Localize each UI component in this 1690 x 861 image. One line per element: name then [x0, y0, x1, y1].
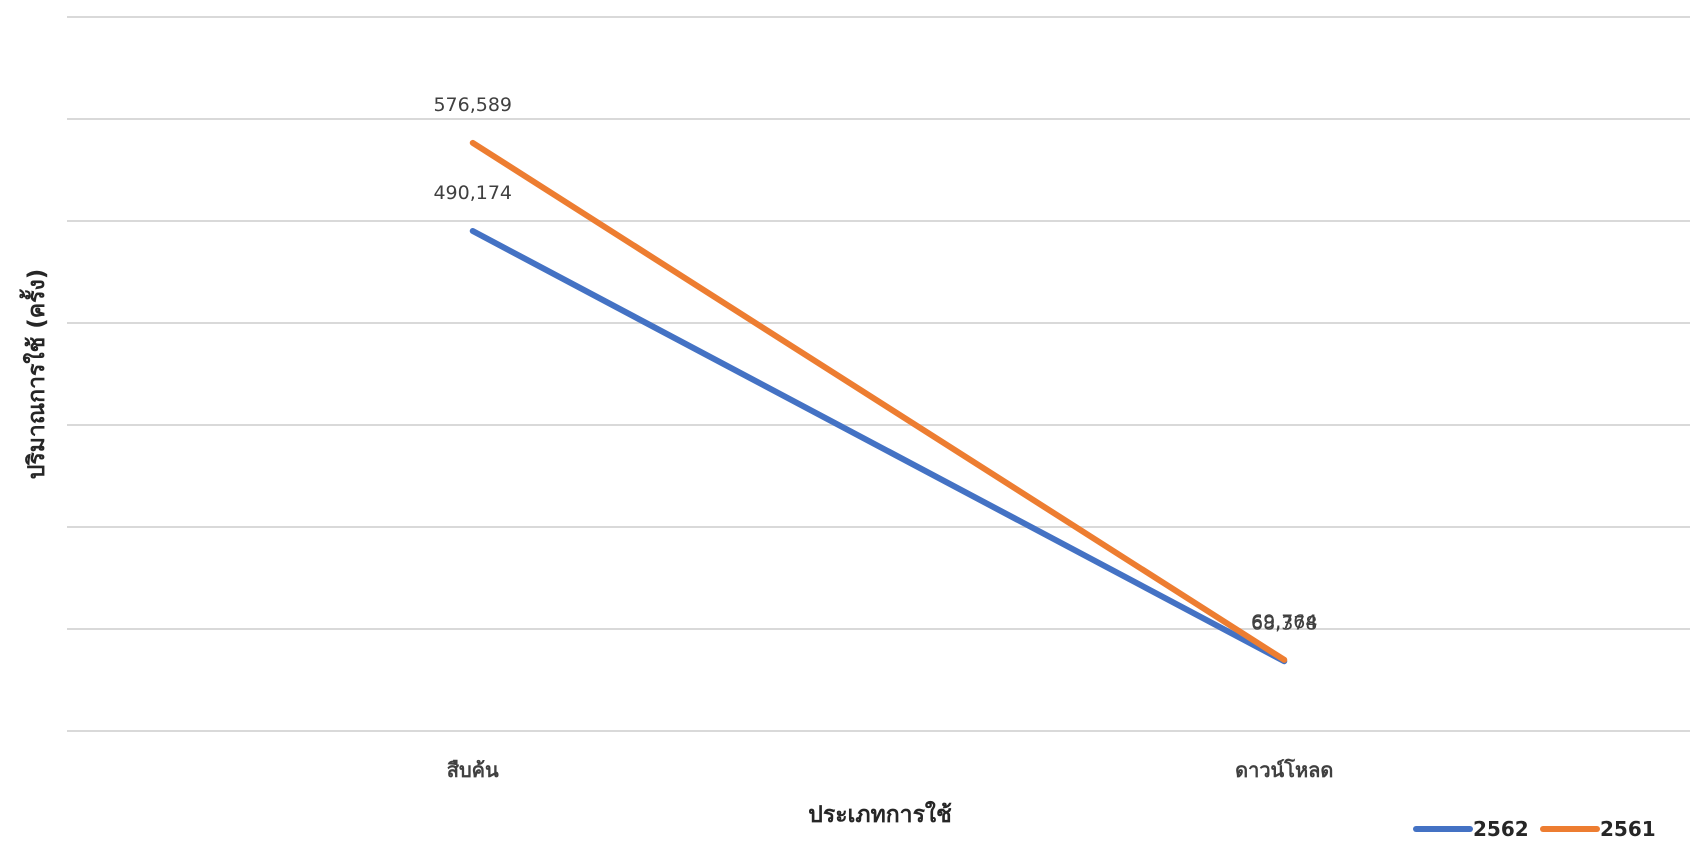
data-label: 68,378 — [1251, 612, 1317, 634]
series-line-2561 — [469, 139, 1288, 663]
x-tick-label: ดาวน์โหลด — [1235, 758, 1333, 782]
legend: 2562 2561 — [1413, 817, 1656, 841]
gridlines — [67, 16, 1690, 732]
data-label: 576,589 — [433, 94, 512, 116]
data-label: 490,174 — [433, 182, 512, 204]
legend-label: 2562 — [1473, 817, 1529, 841]
legend-label: 2561 — [1600, 817, 1656, 841]
series-line-2562 — [469, 228, 1288, 665]
x-axis-title: ประเภทการใช้ — [808, 800, 952, 828]
x-tick-labels: สืบค้น ดาวน์โหลด — [447, 758, 1334, 782]
x-tick-label: สืบค้น — [447, 758, 499, 782]
data-labels: 490,174 68,378 576,589 69,764 — [433, 94, 1317, 634]
data-label: 69,764 — [1251, 611, 1317, 633]
y-axis-title: ปริมาณการใช้ (ครั้ง) — [19, 269, 50, 479]
series-lines — [469, 139, 1288, 665]
